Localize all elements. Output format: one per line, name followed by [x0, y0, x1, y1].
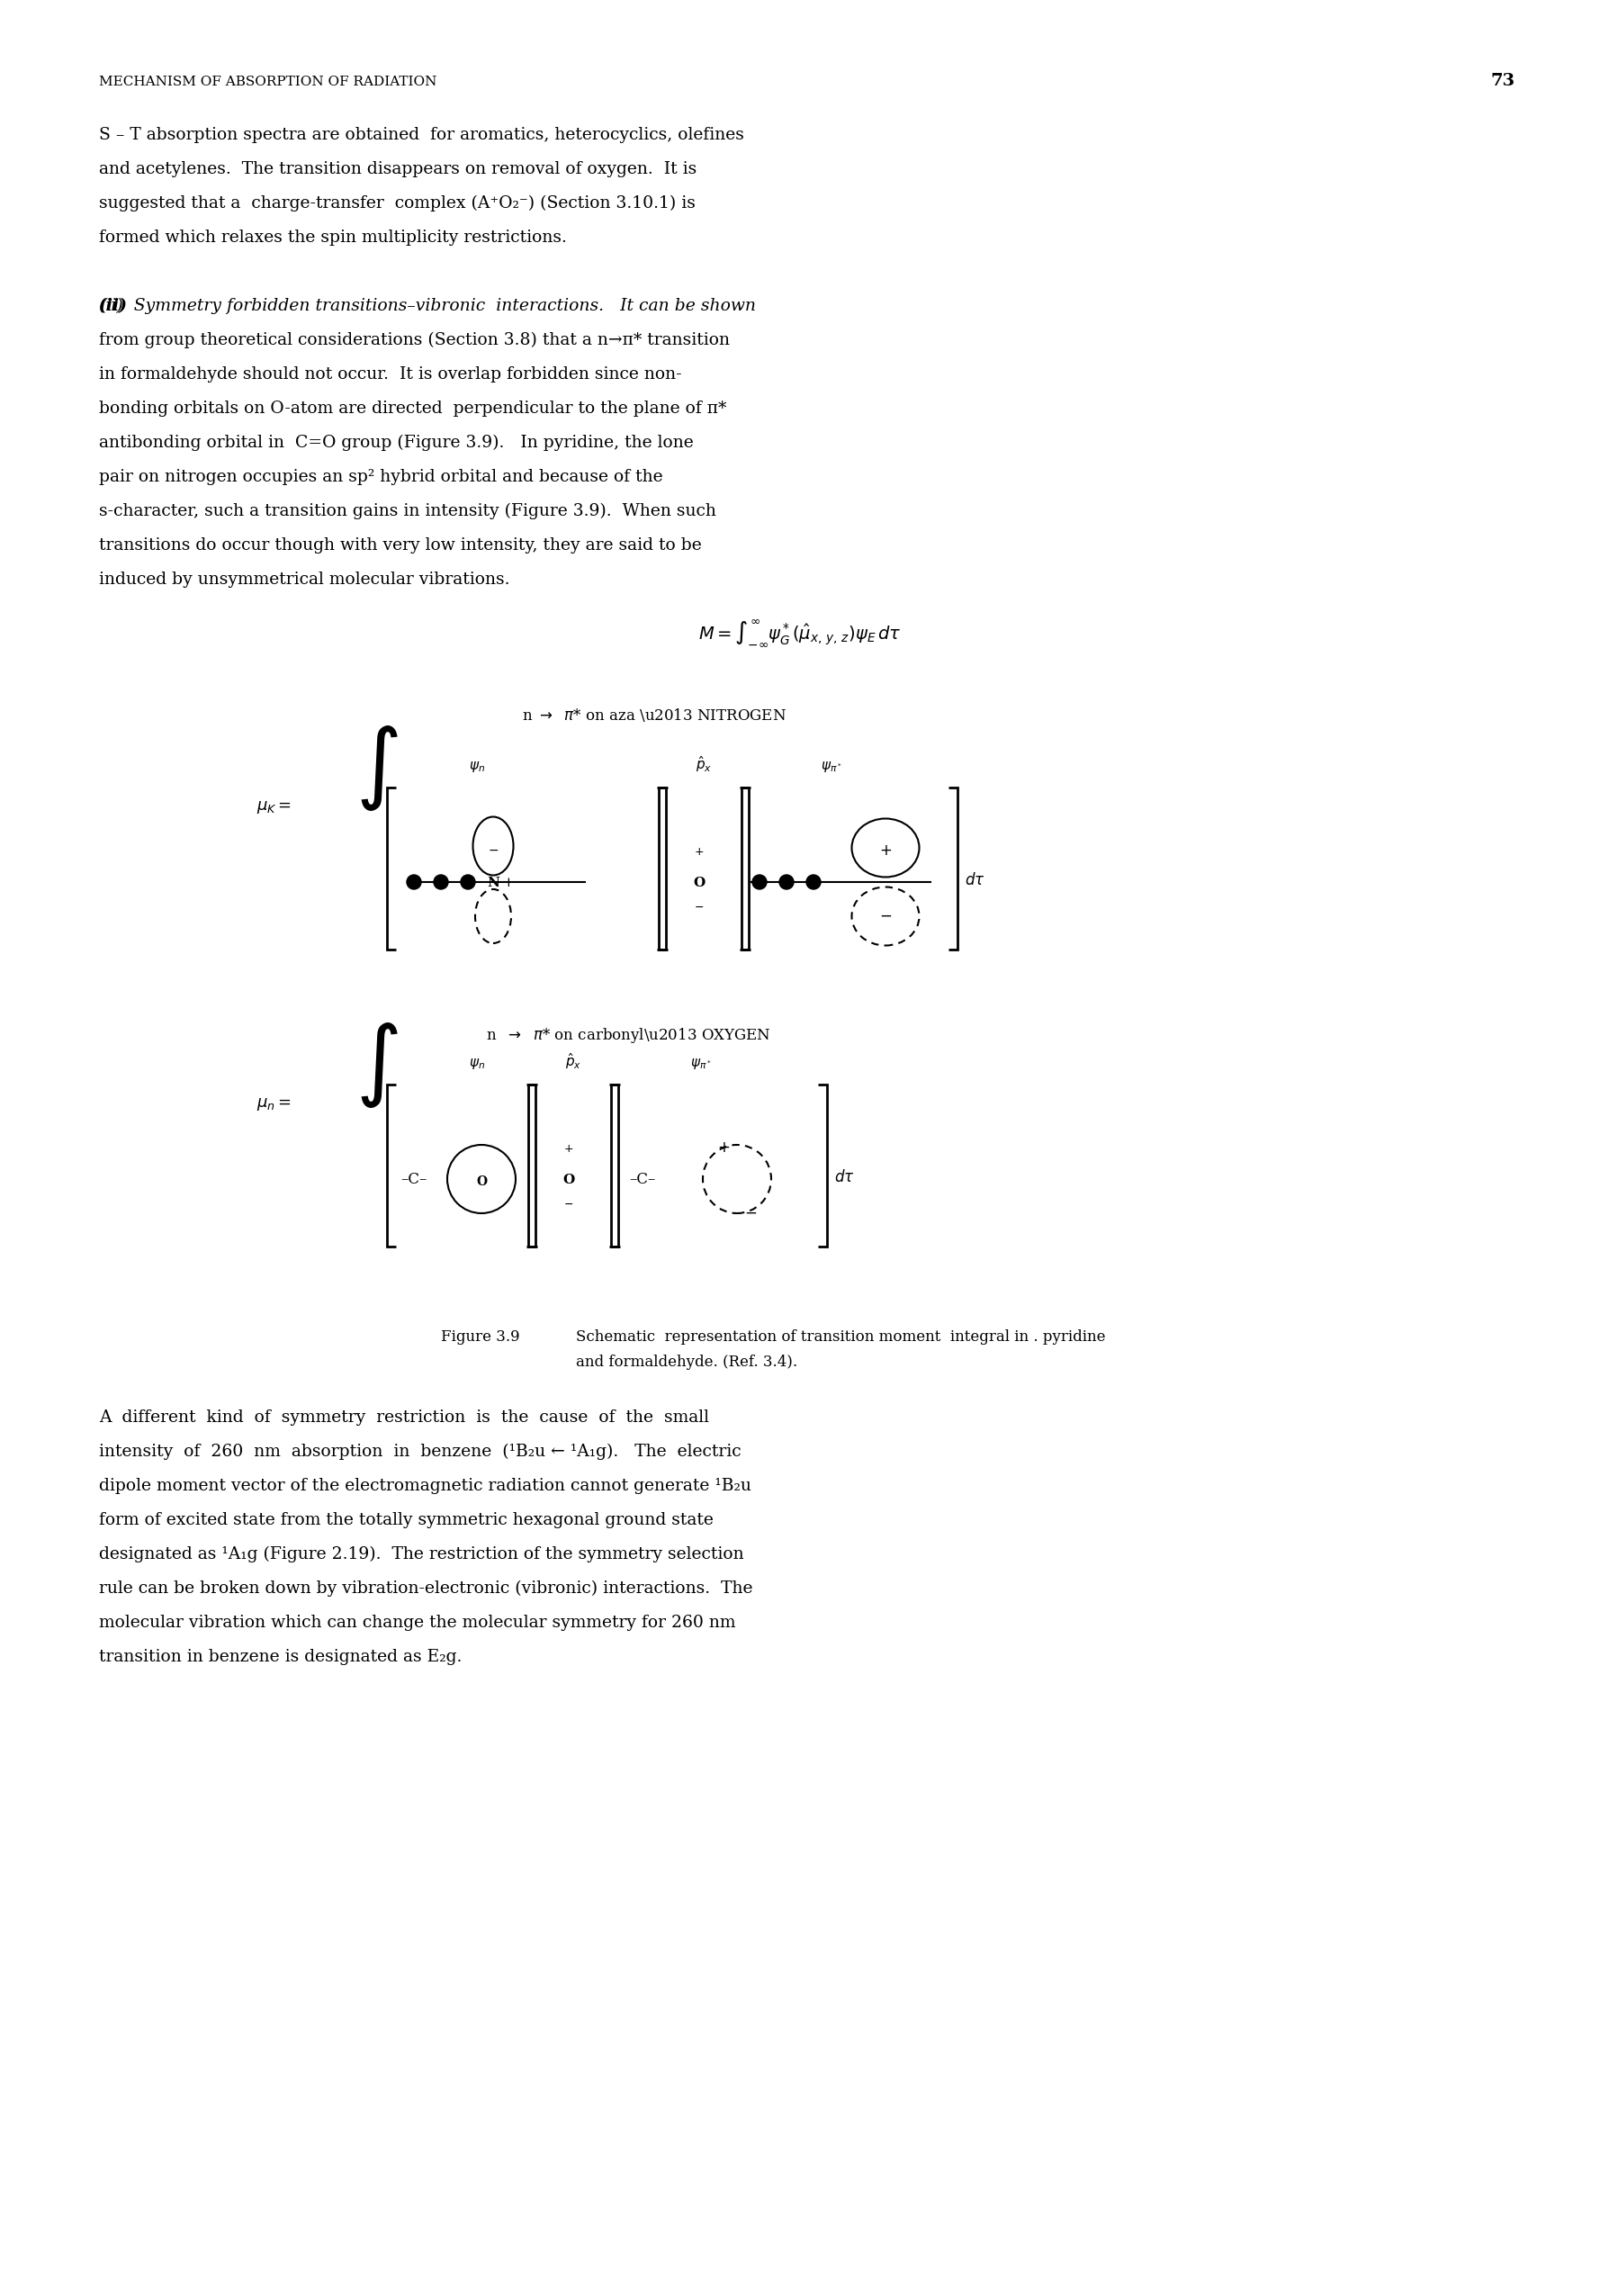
Text: $\hat{p}_x$: $\hat{p}_x$: [565, 1052, 581, 1070]
Text: MECHANISM OF ABSORPTION OF RADIATION: MECHANISM OF ABSORPTION OF RADIATION: [99, 76, 437, 87]
Text: pair on nitrogen occupies an sp² hybrid orbital and because of the: pair on nitrogen occupies an sp² hybrid …: [99, 468, 662, 484]
Text: n $\rightarrow$  $\pi$* on aza \u2013 NITROGEN: n $\rightarrow$ $\pi$* on aza \u2013 NIT…: [522, 707, 787, 723]
Circle shape: [806, 875, 821, 889]
Text: –C–: –C–: [400, 1171, 427, 1187]
Text: antibonding orbital in  C=O group (Figure 3.9).   In pyridine, the lone: antibonding orbital in C=O group (Figure…: [99, 434, 693, 450]
Circle shape: [461, 875, 475, 889]
Text: suggested that a  charge-transfer  complex (A⁺O₂⁻) (Section 3.10.1) is: suggested that a charge-transfer complex…: [99, 195, 696, 211]
Text: +: +: [880, 843, 891, 859]
Text: −: −: [744, 1205, 757, 1221]
Text: $\psi_{\pi^*}$: $\psi_{\pi^*}$: [690, 1056, 712, 1070]
Text: A  different  kind  of  symmetry  restriction  is  the  cause  of  the  small: A different kind of symmetry restriction…: [99, 1410, 709, 1426]
Text: N: N: [486, 877, 499, 889]
Circle shape: [406, 875, 421, 889]
Text: $\psi_n$: $\psi_n$: [469, 1056, 485, 1070]
Text: +: +: [502, 877, 514, 889]
Text: transition in benzene is designated as E₂g.: transition in benzene is designated as E…: [99, 1649, 462, 1665]
Text: O: O: [475, 1176, 486, 1187]
Text: O: O: [563, 1173, 574, 1187]
Text: intensity  of  260  nm  absorption  in  benzene  (¹B₂u ← ¹A₁g).   The  electric: intensity of 260 nm absorption in benzen…: [99, 1444, 741, 1460]
Text: induced by unsymmetrical molecular vibrations.: induced by unsymmetrical molecular vibra…: [99, 572, 510, 588]
Text: rule can be broken down by vibration-electronic (vibronic) interactions.  The: rule can be broken down by vibration-ele…: [99, 1580, 752, 1596]
Text: $d\tau$: $d\tau$: [965, 872, 986, 889]
Text: −: −: [694, 902, 704, 914]
Circle shape: [752, 875, 766, 889]
Text: designated as ¹A₁g (Figure 2.19).  The restriction of the symmetry selection: designated as ¹A₁g (Figure 2.19). The re…: [99, 1545, 744, 1564]
Text: –C–: –C–: [629, 1171, 656, 1187]
Text: $\mu_K =$: $\mu_K =$: [256, 799, 291, 815]
Text: $\mu_n =$: $\mu_n =$: [256, 1095, 291, 1114]
Text: +: +: [563, 1143, 573, 1155]
Text: $M = \int_{-\infty}^{\infty} \psi_G^* (\hat{\mu}_{x,\, y,\, z}) \psi_E \, d\tau$: $M = \int_{-\infty}^{\infty} \psi_G^* (\…: [699, 618, 901, 647]
Text: from group theoretical considerations (Section 3.8) that a n→π* transition: from group theoretical considerations (S…: [99, 333, 730, 349]
Text: −: −: [880, 909, 891, 925]
Text: −: −: [565, 1199, 573, 1210]
Text: formed which relaxes the spin multiplicity restrictions.: formed which relaxes the spin multiplici…: [99, 230, 566, 246]
Text: S – T absorption spectra are obtained  for aromatics, heterocyclics, olefines: S – T absorption spectra are obtained fo…: [99, 126, 744, 142]
Text: transitions do occur though with very low intensity, they are said to be: transitions do occur though with very lo…: [99, 537, 702, 553]
Text: dipole moment vector of the electromagnetic radiation cannot generate ¹B₂u: dipole moment vector of the electromagne…: [99, 1479, 752, 1495]
Text: 73: 73: [1491, 73, 1515, 90]
Text: +: +: [694, 845, 704, 859]
Text: bonding orbitals on O-atom are directed  perpendicular to the plane of π*: bonding orbitals on O-atom are directed …: [99, 400, 726, 416]
Text: $\hat{p}_x$: $\hat{p}_x$: [696, 755, 712, 774]
Text: n  $\rightarrow$  $\pi$* on carbonyl\u2013 OXYGEN: n $\rightarrow$ $\pi$* on carbonyl\u2013…: [486, 1026, 771, 1045]
Circle shape: [779, 875, 794, 889]
Text: (ii): (ii): [99, 298, 128, 315]
Text: $\psi_n$: $\psi_n$: [469, 760, 485, 774]
Text: $\psi_{\pi^*}$: $\psi_{\pi^*}$: [821, 760, 842, 774]
Text: Schematic  representation of transition moment  integral in . pyridine: Schematic representation of transition m…: [576, 1329, 1106, 1345]
Text: (ii)  Symmetry forbidden transitions–vibronic  interactions.   It can be shown: (ii) Symmetry forbidden transitions–vibr…: [99, 298, 755, 315]
Text: molecular vibration which can change the molecular symmetry for 260 nm: molecular vibration which can change the…: [99, 1614, 736, 1630]
Text: and formaldehyde. (Ref. 3.4).: and formaldehyde. (Ref. 3.4).: [576, 1355, 797, 1371]
Text: in formaldehyde should not occur.  It is overlap forbidden since non-: in formaldehyde should not occur. It is …: [99, 367, 682, 383]
Text: O: O: [693, 877, 706, 889]
Text: s-character, such a transition gains in intensity (Figure 3.9).  When such: s-character, such a transition gains in …: [99, 503, 717, 519]
Text: Figure 3.9: Figure 3.9: [442, 1329, 520, 1345]
Text: $d\tau$: $d\tau$: [834, 1169, 854, 1185]
Text: and acetylenes.  The transition disappears on removal of oxygen.  It is: and acetylenes. The transition disappear…: [99, 161, 696, 177]
Circle shape: [434, 875, 448, 889]
Text: $\int$: $\int$: [355, 723, 398, 813]
Text: +: +: [717, 1139, 730, 1155]
Text: $\int$: $\int$: [355, 1022, 398, 1109]
Text: −: −: [488, 845, 498, 856]
Text: form of excited state from the totally symmetric hexagonal ground state: form of excited state from the totally s…: [99, 1513, 714, 1529]
